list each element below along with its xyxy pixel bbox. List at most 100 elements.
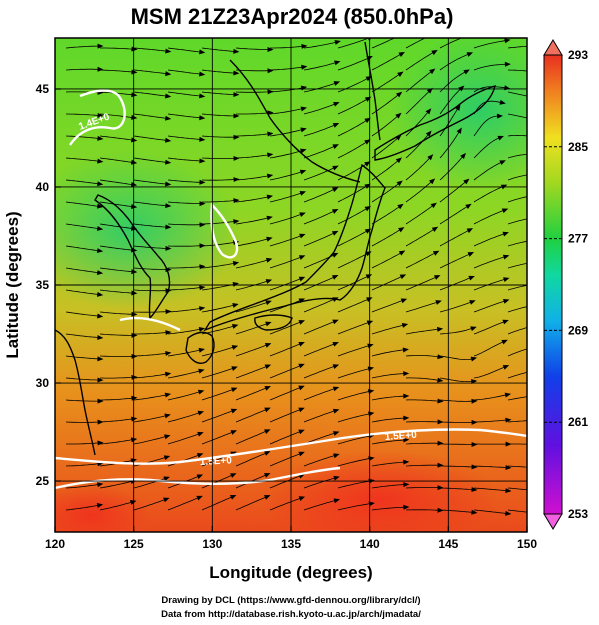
streamline-arrow (164, 115, 172, 121)
streamline (235, 496, 268, 511)
streamline (65, 179, 100, 185)
streamline (371, 115, 399, 137)
streamline-arrow (199, 179, 206, 185)
y-axis-label: Latitude (degrees) (3, 211, 22, 358)
streamline-arrow (332, 341, 339, 347)
streamline (65, 245, 100, 252)
streamline (507, 420, 527, 423)
streamline (65, 484, 100, 489)
x-tick-label: 125 (124, 537, 144, 551)
streamline-arrow (425, 108, 432, 115)
streamline-arrow (299, 233, 306, 239)
streamline (473, 161, 503, 181)
streamline-arrow (455, 104, 461, 111)
streamline-arrow (264, 495, 271, 500)
streamline-arrow (131, 353, 138, 359)
streamline (99, 289, 134, 294)
streamline (65, 45, 100, 49)
streamline (507, 509, 527, 513)
streamline (439, 377, 474, 382)
streamline-arrow (468, 33, 474, 38)
y-tick-label: 25 (36, 474, 50, 488)
streamline (269, 278, 302, 291)
streamline-arrow (164, 371, 172, 377)
streamline (439, 229, 470, 247)
streamline (371, 38, 396, 49)
streamline (439, 399, 474, 402)
streamline (473, 419, 508, 423)
streamline (405, 204, 434, 225)
streamline-arrow (230, 408, 238, 414)
streamline-arrow (96, 270, 104, 276)
streamline (337, 480, 371, 489)
streamline (473, 115, 500, 137)
streamline (235, 259, 269, 269)
streamline (303, 387, 336, 401)
streamline (405, 487, 440, 489)
streamline (405, 509, 440, 511)
streamline (405, 156, 431, 181)
streamline (201, 157, 236, 159)
streamline (507, 465, 527, 468)
streamline (133, 135, 168, 141)
streamline (507, 306, 527, 313)
streamline-arrow (165, 203, 172, 209)
streamline-arrow (437, 354, 444, 360)
streamline-arrow (365, 274, 373, 280)
streamline-arrow (505, 488, 512, 494)
streamline-arrow (97, 43, 104, 49)
streamline (405, 442, 440, 445)
streamline-arrow (267, 152, 274, 158)
streamline-arrow (395, 157, 402, 164)
streamline-arrow (96, 291, 104, 297)
streamline-arrow (402, 347, 409, 353)
streamline (303, 41, 338, 49)
streamline (507, 284, 527, 291)
streamline-arrow (503, 277, 510, 282)
streamline (201, 91, 236, 95)
streamline (167, 412, 201, 423)
streamline (133, 201, 168, 207)
streamline (235, 387, 268, 401)
streamline (133, 47, 168, 52)
contour-line-5 (119, 316, 181, 332)
streamline (303, 410, 336, 423)
streamline (371, 373, 406, 379)
streamline (133, 69, 168, 75)
streamline (507, 69, 527, 72)
streamline (201, 346, 235, 357)
streamline (65, 201, 100, 207)
colorbar-bottom-arrow (543, 513, 563, 530)
streamline (371, 324, 405, 335)
streamline-arrow (164, 392, 172, 398)
streamline-arrow (232, 282, 239, 287)
streamline (371, 439, 406, 445)
streamline-arrow (403, 415, 410, 421)
streamline (337, 207, 368, 225)
streamline (337, 345, 371, 357)
streamline-arrow (398, 227, 405, 233)
streamline (269, 171, 303, 181)
streamline-arrow (505, 510, 512, 516)
streamline-arrow (298, 363, 305, 369)
streamline-arrow (505, 464, 512, 470)
streamline-arrow (97, 334, 104, 340)
streamline-arrow (400, 32, 406, 37)
streamline (405, 464, 440, 467)
streamline-arrow (400, 298, 408, 304)
streamline-arrow (501, 208, 509, 214)
streamline-arrow (199, 71, 206, 77)
streamline-arrow (397, 71, 404, 77)
streamline (235, 154, 270, 159)
streamline-arrow (97, 66, 104, 72)
streamline (65, 333, 100, 338)
streamline-arrow (403, 393, 410, 399)
contour-line-3 (69, 89, 126, 146)
streamline (202, 200, 236, 203)
streamline-arrow (298, 385, 305, 391)
streamline (133, 394, 168, 401)
streamline-arrow (197, 389, 205, 395)
streamline (405, 133, 430, 159)
streamline (235, 301, 269, 313)
